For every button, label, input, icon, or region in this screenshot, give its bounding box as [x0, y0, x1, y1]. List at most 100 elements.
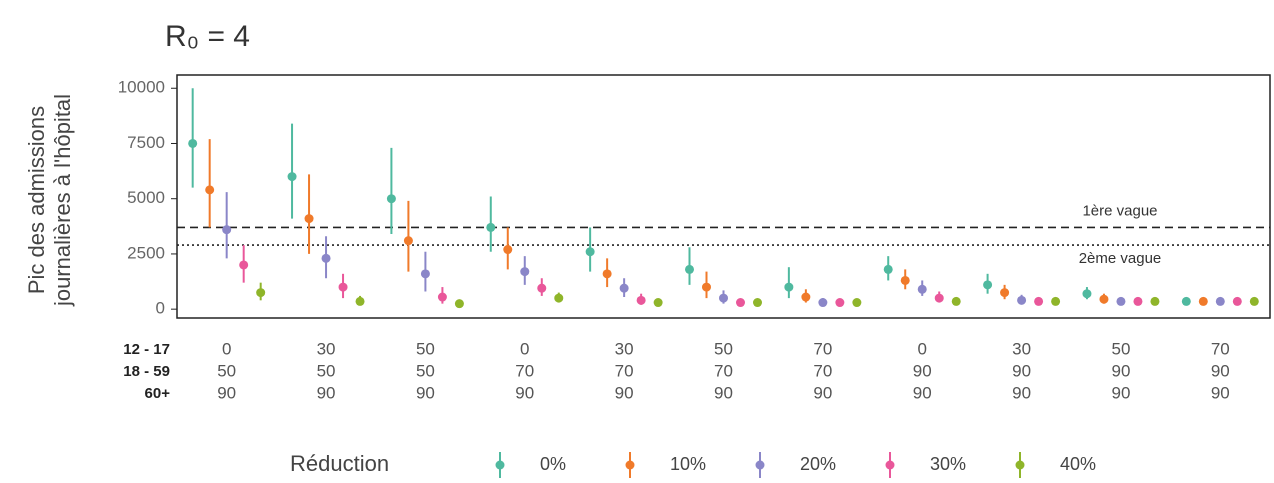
point: [287, 172, 297, 182]
point: [205, 185, 215, 195]
x-tick-label: 50: [714, 339, 733, 358]
point: [239, 260, 249, 270]
plot-frame: [176, 74, 1271, 319]
point: [1133, 296, 1143, 306]
x-tick-label: 90: [515, 383, 534, 402]
point: [554, 293, 564, 303]
point: [1150, 296, 1160, 306]
legend-label: 40%: [1060, 454, 1096, 474]
point: [1232, 296, 1242, 306]
y-tick-label: 10000: [118, 78, 165, 97]
y-tick-label: 2500: [127, 243, 165, 262]
point: [386, 194, 396, 204]
legend-label: 30%: [930, 454, 966, 474]
point: [437, 292, 447, 302]
point: [917, 284, 927, 294]
point: [883, 264, 893, 274]
legend-glyph: [755, 460, 765, 470]
point: [602, 269, 612, 279]
point: [486, 222, 496, 232]
x-tick-label: 50: [416, 339, 435, 358]
x-tick-label: 70: [813, 361, 832, 380]
point: [719, 293, 728, 303]
point: [420, 269, 430, 279]
x-tick-label: 90: [1111, 361, 1130, 380]
x-tick-label: 90: [1012, 361, 1031, 380]
point: [537, 283, 547, 293]
point: [222, 225, 232, 235]
row-label: 12 - 17: [123, 341, 170, 358]
point: [835, 298, 845, 308]
x-tick-label: 90: [615, 383, 634, 402]
point: [1249, 296, 1259, 306]
point: [355, 296, 365, 306]
x-tick-label: 90: [1211, 383, 1230, 402]
point: [801, 292, 811, 302]
x-tick-label: 90: [1211, 361, 1230, 380]
point: [321, 253, 331, 263]
x-tick-label: 90: [416, 383, 435, 402]
x-tick-label: 70: [1211, 339, 1230, 358]
point: [736, 298, 745, 308]
legend-label: 10%: [670, 454, 706, 474]
x-tick-label: 70: [615, 361, 634, 380]
row-label: 60+: [145, 385, 171, 402]
point: [1017, 295, 1027, 305]
x-tick-label: 30: [317, 339, 336, 358]
point: [685, 264, 694, 274]
point: [784, 282, 794, 292]
legend-label: 0%: [540, 454, 566, 474]
y-axis-label: Pic des admissions: [24, 106, 49, 294]
point: [454, 299, 464, 309]
y-tick-label: 5000: [127, 188, 165, 207]
point: [653, 298, 663, 308]
x-tick-label: 30: [615, 339, 634, 358]
point: [1082, 289, 1092, 299]
point: [1181, 296, 1191, 306]
point: [1116, 296, 1126, 306]
chart-title: R₀ = 4: [165, 20, 250, 53]
x-tick-label: 90: [913, 383, 932, 402]
point: [520, 267, 530, 277]
x-tick-label: 90: [913, 361, 932, 380]
point: [934, 293, 944, 303]
point: [852, 298, 862, 308]
point: [636, 295, 646, 305]
point: [900, 275, 910, 285]
point: [338, 282, 348, 292]
y-tick-label: 0: [156, 299, 165, 318]
x-tick-label: 90: [1111, 383, 1130, 402]
point: [702, 282, 711, 292]
x-tick-label: 70: [714, 361, 733, 380]
x-tick-label: 90: [217, 383, 236, 402]
point: [1099, 294, 1109, 304]
x-tick-label: 70: [515, 361, 534, 380]
x-tick-label: 0: [520, 339, 529, 358]
x-tick-label: 50: [217, 361, 236, 380]
legend-glyph: [885, 460, 895, 470]
point: [1000, 288, 1010, 298]
point: [619, 283, 629, 293]
y-axis-label: journalières à l'hôpital: [50, 94, 75, 307]
point: [503, 245, 513, 255]
x-tick-label: 90: [1012, 383, 1031, 402]
point: [256, 288, 266, 298]
x-tick-label: 90: [317, 383, 336, 402]
row-label: 18 - 59: [123, 363, 170, 380]
x-tick-label: 50: [317, 361, 336, 380]
x-tick-label: 0: [917, 339, 926, 358]
legend-glyph: [625, 460, 635, 470]
point: [188, 138, 198, 148]
point: [585, 247, 595, 257]
legend-label: 20%: [800, 454, 836, 474]
legend-title: Réduction: [290, 451, 389, 476]
point: [818, 298, 828, 308]
x-tick-label: 70: [813, 339, 832, 358]
point: [403, 236, 413, 246]
point: [1051, 296, 1061, 306]
point: [304, 214, 314, 224]
point: [1034, 296, 1044, 306]
point: [1215, 296, 1225, 306]
point: [983, 280, 993, 290]
